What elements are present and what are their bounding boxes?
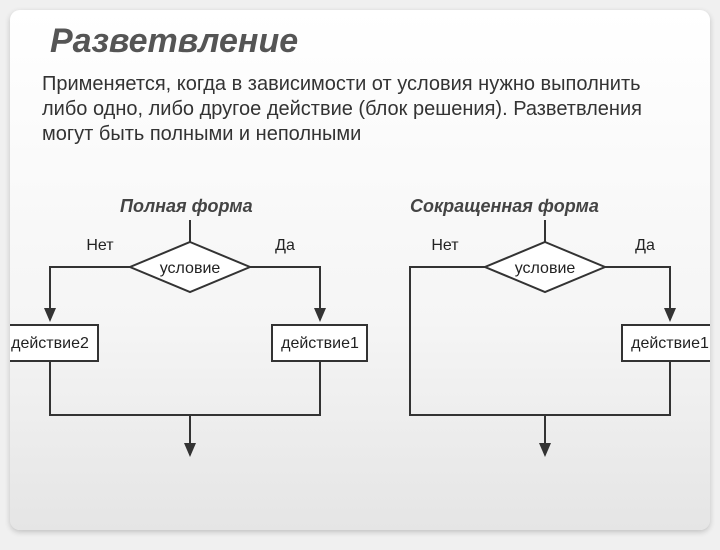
slide-title: Разветвление bbox=[50, 22, 298, 61]
action-no-label: действие2 bbox=[11, 335, 89, 352]
flowchart-short: условие Нет Да действие1 bbox=[370, 220, 710, 510]
slide: Разветвление Применяется, когда в зависи… bbox=[10, 10, 710, 530]
decision-label: условие bbox=[160, 260, 221, 277]
decision-label: условие bbox=[515, 260, 576, 277]
edge-yes-label: Да bbox=[635, 237, 655, 254]
edge-no-label: Нет bbox=[86, 237, 114, 254]
edge-yes-label: Да bbox=[275, 237, 295, 254]
right-subtitle: Сокращенная форма bbox=[410, 196, 599, 217]
action-yes-label: действие1 bbox=[631, 335, 709, 352]
left-subtitle: Полная форма bbox=[120, 196, 253, 217]
slide-description: Применяется, когда в зависимости от усло… bbox=[42, 72, 682, 147]
flowchart-full: условие Нет Да действие2 действие1 bbox=[10, 220, 370, 510]
action-yes-label: действие1 bbox=[281, 335, 359, 352]
edge-no-label: Нет bbox=[431, 237, 459, 254]
